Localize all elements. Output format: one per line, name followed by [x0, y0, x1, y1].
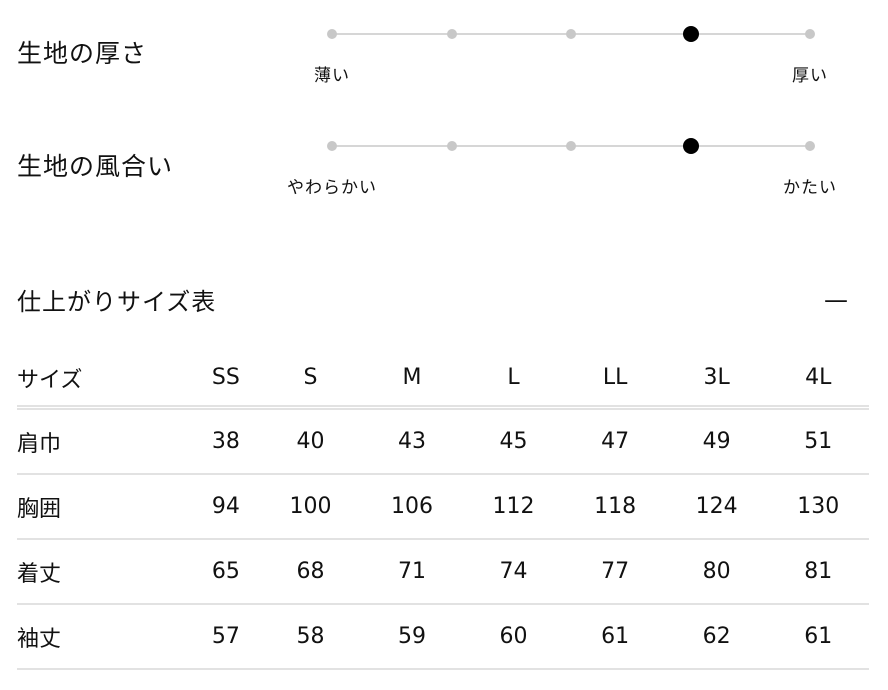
- header-cell: L: [462, 350, 565, 410]
- attribute-title: 生地の厚さ: [17, 39, 148, 68]
- table-cell: 51: [767, 407, 869, 475]
- header-cell: S: [259, 350, 362, 410]
- table-cell: 59: [361, 604, 463, 670]
- scale-dot: [446, 29, 457, 39]
- table-cell: 130: [767, 474, 869, 540]
- table-cell: 74: [462, 539, 565, 605]
- scale-dot: [805, 29, 815, 39]
- header-cell: サイズ: [17, 350, 192, 410]
- header-cell: M: [361, 350, 463, 410]
- table-cell: 106: [361, 474, 463, 540]
- table-row: 胸囲 94 100 106 112 118 124 130: [17, 474, 869, 540]
- row-label: 袖丈: [17, 604, 192, 670]
- table-cell: 68: [259, 539, 362, 605]
- table-cell: 65: [192, 539, 260, 605]
- scale-dot-selected: [682, 26, 699, 42]
- scale-dot: [566, 29, 576, 39]
- table-cell: 43: [361, 407, 463, 475]
- table-cell: 100: [259, 474, 362, 540]
- table-cell: 81: [767, 539, 869, 605]
- table-cell: 62: [665, 604, 768, 670]
- size-table: サイズ SS S M L LL 3L 4L 肩巾 38 40 43 45 47 49 51 胸囲…: [17, 350, 869, 670]
- table-header-row: サイズ SS S M L LL 3L 4L: [17, 350, 869, 410]
- scale-dot: [327, 29, 337, 39]
- size-table-title: 仕上がりサイズ表: [17, 288, 217, 316]
- table-cell: 80: [665, 539, 768, 605]
- row-label: 着丈: [17, 539, 192, 605]
- scale-dot: [805, 141, 815, 151]
- table-row: 袖丈 57 58 59 60 61 62 61: [17, 604, 869, 670]
- table-cell: 38: [192, 407, 260, 475]
- collapse-button[interactable]: —: [824, 286, 848, 314]
- scale-dot: [566, 141, 576, 151]
- attribute-title: 生地の風合い: [17, 152, 174, 181]
- table-cell: 60: [462, 604, 565, 670]
- table-row: 肩巾 38 40 43 45 47 49 51: [17, 407, 869, 475]
- table-cell: 77: [564, 539, 666, 605]
- texture-scale: [327, 138, 815, 154]
- scale-left-label: 薄い: [314, 66, 350, 86]
- scale-dot: [446, 141, 457, 151]
- table-cell: 61: [767, 604, 869, 670]
- scale-dot: [327, 141, 337, 151]
- header-cell: 4L: [767, 350, 869, 410]
- header-cell: LL: [564, 350, 666, 410]
- header-cell: 3L: [665, 350, 768, 410]
- table-cell: 61: [564, 604, 666, 670]
- scale-right-label: 厚い: [792, 66, 828, 86]
- table-cell: 49: [665, 407, 768, 475]
- scale-right-label: かたい: [783, 178, 837, 198]
- header-cell: SS: [192, 350, 260, 410]
- table-cell: 58: [259, 604, 362, 670]
- table-cell: 118: [564, 474, 666, 540]
- row-label: 胸囲: [17, 474, 192, 540]
- table-cell: 112: [462, 474, 565, 540]
- row-label: 肩巾: [17, 407, 192, 475]
- table-cell: 45: [462, 407, 565, 475]
- thickness-scale: [327, 26, 815, 42]
- scale-left-label: やわらかい: [287, 178, 377, 198]
- table-cell: 57: [192, 604, 260, 670]
- table-cell: 124: [665, 474, 768, 540]
- table-cell: 71: [361, 539, 463, 605]
- table-cell: 47: [564, 407, 666, 475]
- table-cell: 94: [192, 474, 260, 540]
- table-cell: 40: [259, 407, 362, 475]
- scale-dot-selected: [682, 138, 699, 154]
- table-row: 着丈 65 68 71 74 77 80 81: [17, 539, 869, 605]
